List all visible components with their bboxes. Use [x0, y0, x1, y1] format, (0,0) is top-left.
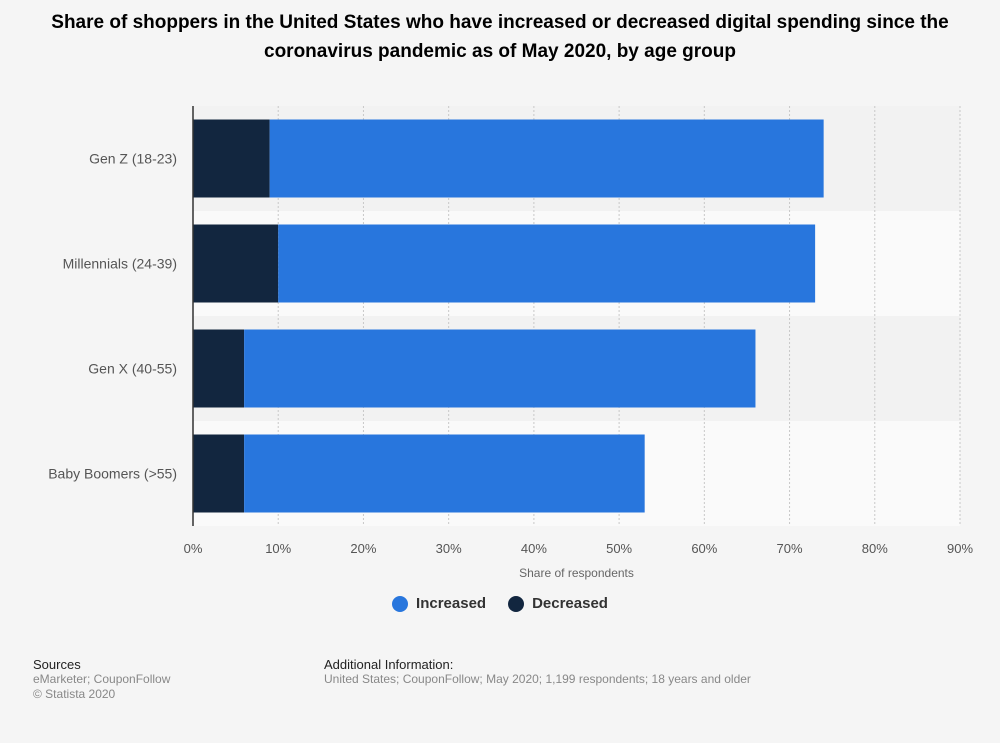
x-axis-title: Share of respondents: [519, 566, 634, 580]
legend-label-decreased: Decreased: [532, 595, 608, 612]
bar-increased: [278, 224, 816, 303]
category-label: Gen Z (18-23): [89, 151, 177, 167]
x-tick-label: 60%: [691, 541, 717, 556]
x-tick-label: 20%: [350, 541, 376, 556]
chart-title: Share of shoppers in the United States w…: [51, 12, 949, 62]
legend-item-increased[interactable]: Increased: [392, 595, 486, 612]
category-label: Gen X (40-55): [88, 361, 177, 377]
bar-decreased: [193, 224, 279, 303]
x-tick-label: 30%: [436, 541, 462, 556]
x-tick-label: 40%: [521, 541, 547, 556]
bar-decreased: [193, 434, 245, 513]
legend-swatch-decreased: [508, 595, 525, 612]
x-tick-label: 50%: [606, 541, 632, 556]
legend-item-decreased[interactable]: Decreased: [508, 595, 608, 612]
sources-text: eMarketer; CouponFollow: [33, 672, 171, 686]
legend-label-increased: Increased: [416, 595, 487, 612]
bar-decreased: [193, 119, 270, 198]
additional-info-text: United States; CouponFollow; May 2020; 1…: [324, 672, 751, 686]
category-label: Millennials (24-39): [63, 256, 177, 272]
bar-increased: [269, 119, 824, 198]
category-label: Baby Boomers (>55): [48, 466, 177, 482]
additional-info-block: Additional Information: United States; C…: [324, 657, 751, 687]
x-tick-label: 10%: [265, 541, 291, 556]
x-tick-label: 70%: [777, 541, 803, 556]
copyright-text: © Statista 2020: [33, 687, 116, 701]
legend: Increased Decreased: [0, 595, 1000, 612]
x-tick-label: 90%: [947, 541, 973, 556]
additional-info-title: Additional Information:: [324, 657, 454, 672]
sources-block: Sources eMarketer; CouponFollow © Statis…: [33, 657, 170, 702]
sources-title: Sources: [33, 657, 81, 672]
bar-increased: [244, 329, 756, 408]
bar-decreased: [193, 329, 245, 408]
bar-increased: [244, 434, 645, 513]
legend-swatch-increased: [392, 595, 409, 612]
x-tick-label: 80%: [862, 541, 888, 556]
x-tick-label: 0%: [184, 541, 203, 556]
bar-chart: 0% 10% 20% 30% 40% 50% 60% 70% 80% 90% Gen Z (18-2…: [48, 106, 973, 580]
